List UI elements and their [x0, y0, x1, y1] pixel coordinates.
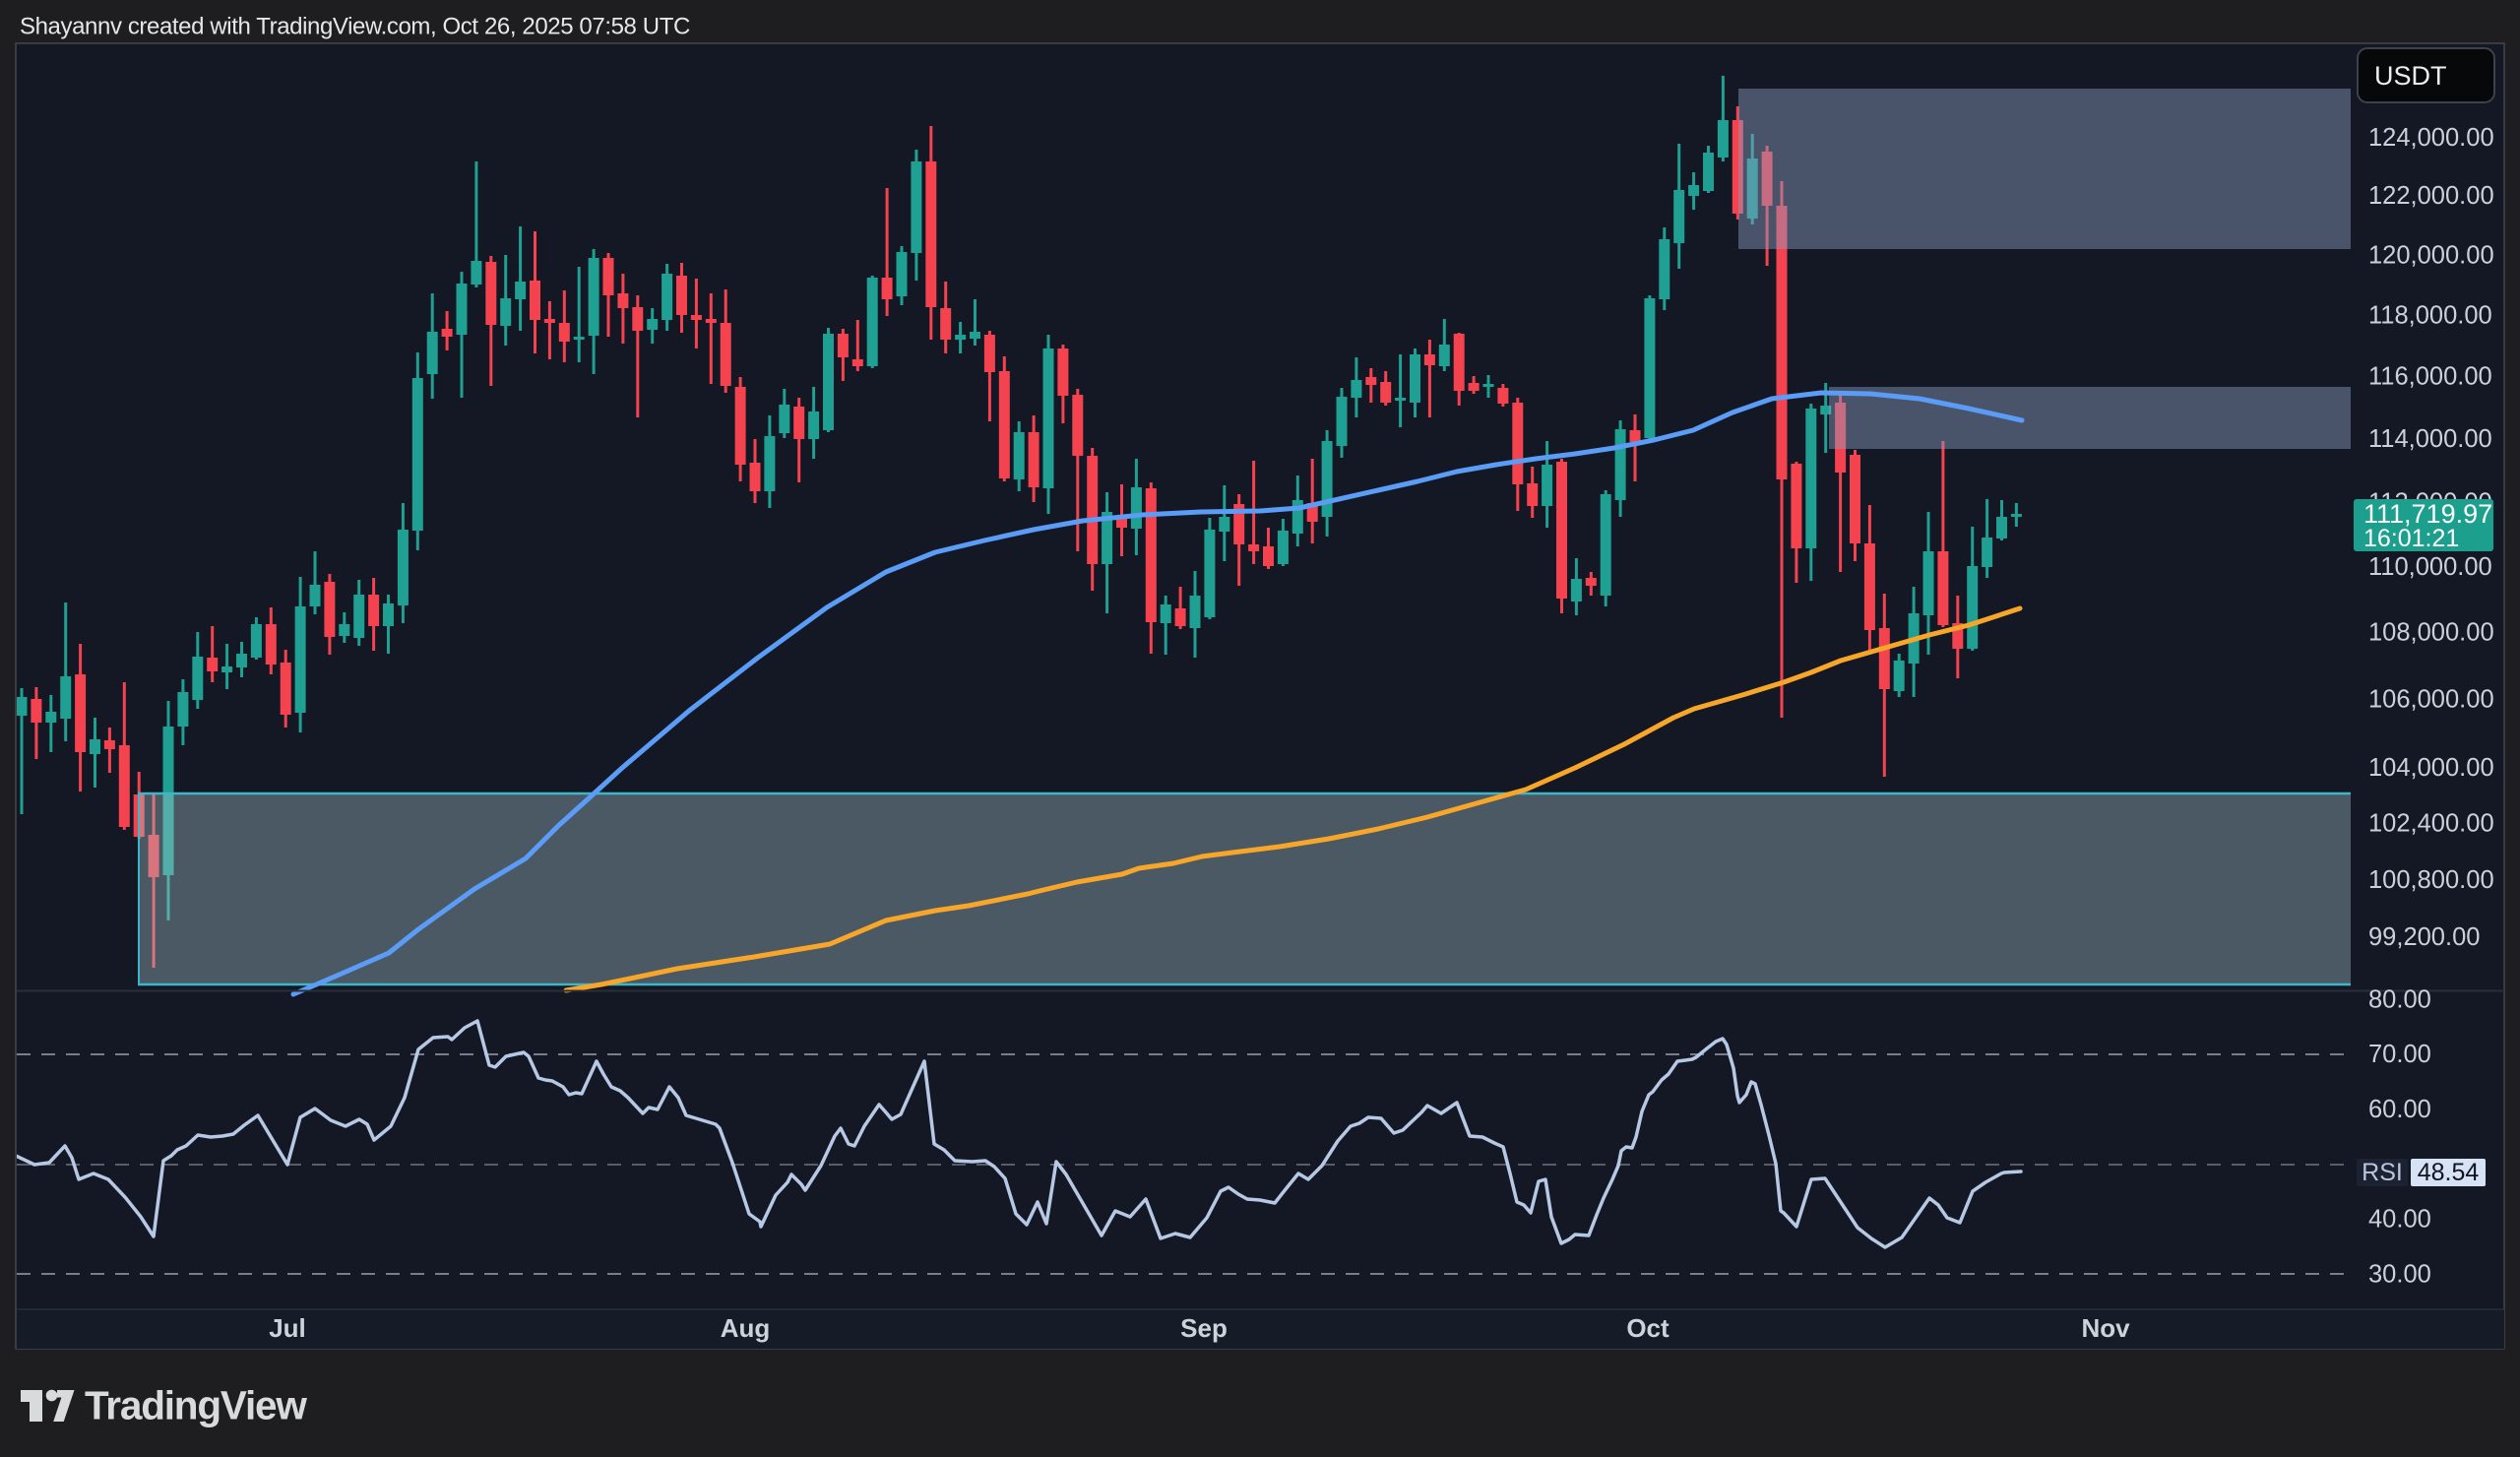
svg-text:60.00: 60.00 — [2368, 1096, 2431, 1123]
svg-text:100,800.00: 100,800.00 — [2368, 866, 2494, 894]
svg-text:111,719.97: 111,719.97 — [2363, 499, 2492, 529]
svg-text:102,400.00: 102,400.00 — [2368, 810, 2494, 838]
svg-text:118,000.00: 118,000.00 — [2368, 302, 2492, 330]
svg-text:USDT: USDT — [2374, 61, 2447, 91]
svg-text:Oct: Oct — [1626, 1313, 1670, 1343]
svg-text:122,000.00: 122,000.00 — [2368, 182, 2494, 210]
svg-text:99,200.00: 99,200.00 — [2368, 923, 2480, 951]
svg-text:114,000.00: 114,000.00 — [2368, 425, 2492, 453]
svg-text:RSI: RSI — [2362, 1159, 2403, 1186]
svg-text:Aug: Aug — [721, 1313, 771, 1343]
svg-text:48.54: 48.54 — [2418, 1159, 2480, 1186]
svg-text:16:01:21: 16:01:21 — [2363, 525, 2459, 552]
svg-text:104,000.00: 104,000.00 — [2368, 754, 2494, 782]
svg-text:Jul: Jul — [269, 1313, 306, 1343]
svg-text:Nov: Nov — [2081, 1313, 2130, 1343]
svg-text:70.00: 70.00 — [2368, 1041, 2431, 1068]
svg-text:Sep: Sep — [1180, 1313, 1228, 1343]
svg-text:110,000.00: 110,000.00 — [2368, 553, 2492, 581]
svg-text:40.00: 40.00 — [2368, 1206, 2431, 1234]
svg-text:116,000.00: 116,000.00 — [2368, 363, 2492, 391]
svg-text:30.00: 30.00 — [2368, 1260, 2431, 1288]
svg-text:124,000.00: 124,000.00 — [2368, 124, 2494, 152]
svg-text:108,000.00: 108,000.00 — [2368, 619, 2494, 647]
svg-text:120,000.00: 120,000.00 — [2368, 241, 2494, 269]
svg-text:106,000.00: 106,000.00 — [2368, 686, 2494, 714]
svg-text:Shayannv created with TradingV: Shayannv created with TradingView.com, O… — [20, 14, 690, 40]
svg-text:TradingView: TradingView — [85, 1383, 307, 1428]
svg-text:80.00: 80.00 — [2368, 985, 2431, 1013]
